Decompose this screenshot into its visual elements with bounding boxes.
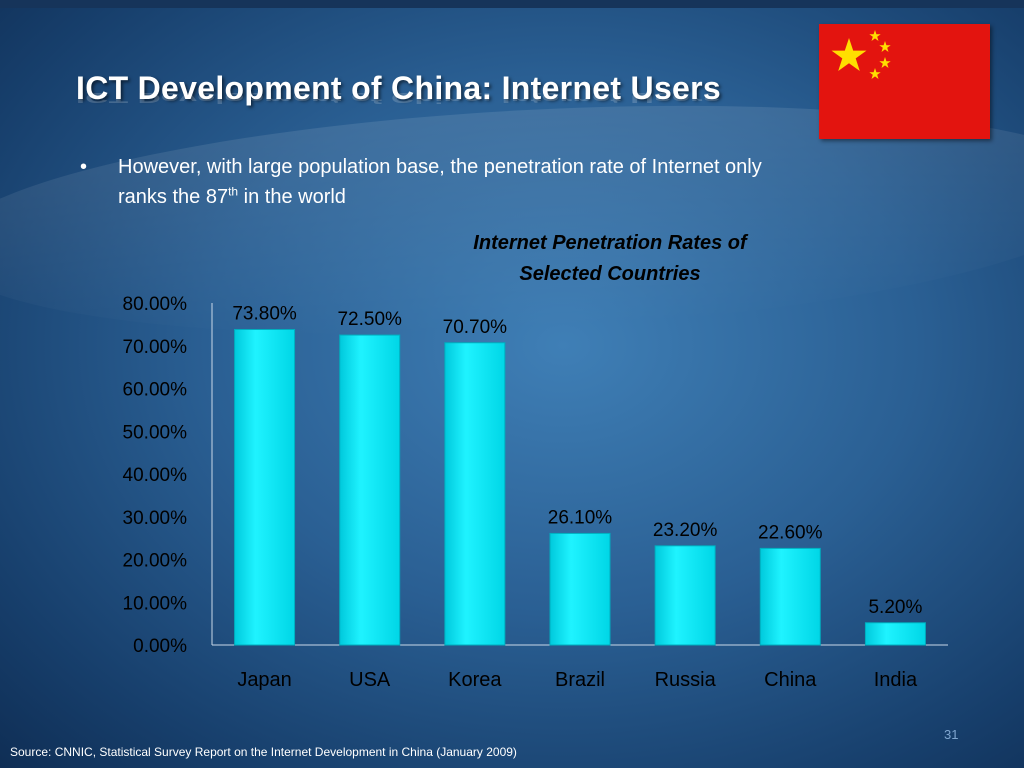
bar-value-label: 72.50% [337, 309, 402, 330]
page-number: 31 [944, 727, 959, 742]
bar [444, 342, 506, 646]
source-footnote: Source: CNNIC, Statistical Survey Report… [10, 745, 517, 759]
small-star-icon [869, 30, 881, 41]
chart-title-line-2: Selected Countries [519, 263, 701, 285]
bullet-line-2-pre: ranks the 87 [118, 186, 229, 208]
x-tick-label: Korea [448, 669, 502, 691]
bar [549, 532, 611, 646]
bar [234, 329, 296, 646]
small-star-icon [879, 41, 891, 52]
bar-value-label: 5.20% [868, 597, 922, 618]
y-tick-label: 40.00% [123, 465, 188, 486]
small-star-icon [869, 68, 881, 79]
x-tick-label: Japan [237, 669, 292, 691]
bar-value-label: 22.60% [758, 522, 823, 543]
bar-value-label: 73.80% [232, 304, 297, 325]
small-star-icon [879, 57, 891, 68]
china-flag-stars [831, 30, 891, 79]
y-tick-label: 70.00% [123, 337, 188, 358]
x-tick-label: Russia [655, 669, 717, 691]
y-tick-label: 50.00% [123, 422, 188, 443]
x-tick-label: USA [349, 669, 391, 691]
bullet-line-2-sup: th [228, 184, 239, 199]
x-tick-label: China [764, 669, 817, 691]
y-tick-label: 20.00% [123, 551, 188, 572]
bullet-text: However, with large population base, the… [118, 152, 918, 212]
chart-title: Internet Penetration Rates of Selected C… [400, 228, 820, 290]
y-tick-label: 80.00% [123, 294, 188, 315]
x-tick-label: India [874, 669, 918, 691]
y-tick-label: 10.00% [123, 593, 188, 614]
china-flag [819, 24, 990, 139]
bar [339, 334, 401, 646]
bar-value-label: 70.70% [443, 317, 508, 338]
y-tick-label: 30.00% [123, 508, 188, 529]
bullet-line-1: However, with large population base, the… [118, 156, 762, 178]
bullet-marker: • [80, 156, 88, 178]
x-tick-label: Brazil [555, 669, 605, 691]
bar-value-label: 26.10% [548, 507, 613, 528]
large-star-icon [831, 38, 867, 71]
y-tick-label: 0.00% [133, 636, 187, 657]
bullet-line-2-post: in the world [238, 186, 346, 208]
bar [759, 547, 821, 646]
bar [864, 622, 926, 646]
top-band [0, 0, 1024, 8]
chart-title-line-1: Internet Penetration Rates of [473, 232, 747, 254]
bar-value-label: 23.20% [653, 520, 718, 541]
y-tick-label: 60.00% [123, 380, 188, 401]
slide-title: ICT Development of China: Internet Users [76, 70, 721, 106]
bar [654, 545, 716, 646]
